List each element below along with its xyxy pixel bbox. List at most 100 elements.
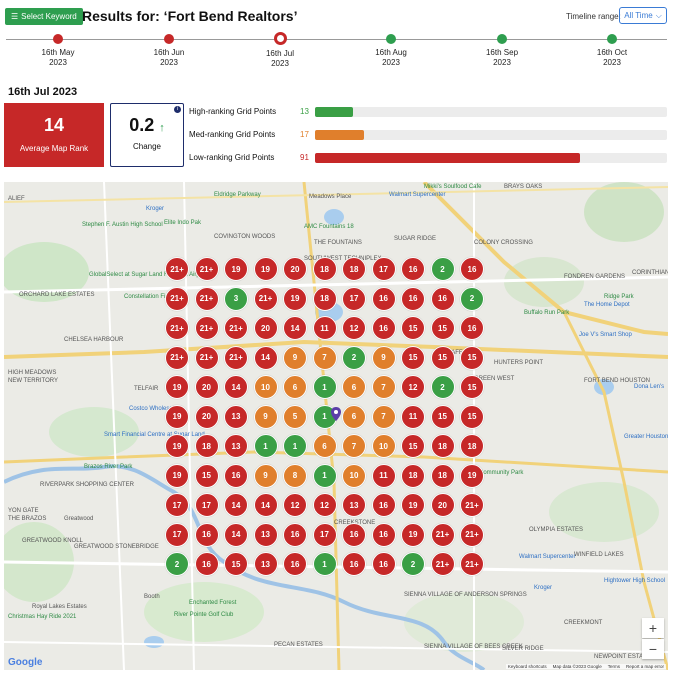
grid-point-rank[interactable]: 19 (165, 375, 189, 399)
grid-point-rank[interactable]: 18 (430, 463, 455, 488)
timeline-dot[interactable] (273, 32, 287, 45)
grid-point-rank[interactable]: 9 (253, 404, 278, 429)
grid-point-rank[interactable]: 19 (460, 463, 484, 488)
grid-point-rank[interactable]: 21+ (224, 316, 248, 340)
grid-point-rank[interactable]: 16 (342, 552, 366, 576)
grid-point-rank[interactable]: 12 (312, 493, 337, 517)
grid-point-rank[interactable]: 14 (253, 345, 278, 370)
grid-point-rank[interactable]: 21+ (224, 345, 248, 370)
grid-point-rank[interactable]: 2 (165, 552, 189, 576)
grid-point-rank[interactable]: 19 (283, 286, 307, 311)
grid-point-rank[interactable]: 19 (165, 463, 189, 488)
grid-point-rank[interactable]: 13 (253, 522, 278, 547)
grid-point-rank[interactable]: 19 (401, 522, 425, 547)
grid-point-rank[interactable]: 18 (342, 257, 366, 281)
grid-point-rank[interactable]: 7 (371, 404, 396, 429)
grid-point-rank[interactable]: 17 (312, 522, 337, 547)
timeline-point[interactable]: 16th Jun 2023 (134, 34, 204, 68)
zoom-in-button[interactable]: + (642, 618, 664, 638)
grid-point-rank[interactable]: 21+ (165, 257, 189, 281)
timeline-dot[interactable] (164, 34, 174, 44)
info-icon[interactable]: i (174, 106, 181, 113)
grid-point-rank[interactable]: 17 (371, 257, 396, 281)
grid-point-rank[interactable]: 11 (401, 404, 425, 429)
timeline-dot[interactable] (607, 34, 617, 44)
grid-point-rank[interactable]: 14 (283, 316, 307, 340)
grid-point-rank[interactable]: 12 (401, 375, 425, 399)
rank-map[interactable]: ALIEF BRAYS OAKS Mikki's Soulfood Cafe Krog… (4, 182, 668, 670)
grid-point-rank[interactable]: 21+ (460, 493, 484, 517)
grid-point-rank[interactable]: 2 (342, 345, 366, 370)
zoom-out-button[interactable]: − (642, 639, 664, 659)
grid-point-rank[interactable]: 15 (401, 316, 425, 340)
terms-link[interactable]: Terms (607, 664, 620, 669)
grid-point-rank[interactable]: 16 (283, 522, 307, 547)
timeline-dot[interactable] (53, 34, 63, 44)
grid-point-rank[interactable]: 18 (312, 257, 337, 281)
grid-point-rank[interactable]: 16 (224, 463, 248, 488)
grid-point-rank[interactable]: 21+ (253, 286, 278, 311)
grid-point-rank[interactable]: 17 (194, 493, 219, 517)
grid-point-rank[interactable]: 15 (460, 345, 484, 370)
grid-point-rank[interactable]: 14 (224, 375, 248, 399)
grid-point-rank[interactable]: 7 (312, 345, 337, 370)
grid-point-rank[interactable]: 16 (371, 286, 396, 311)
grid-point-rank[interactable]: 7 (342, 434, 366, 458)
grid-point-rank[interactable]: 10 (371, 434, 396, 458)
grid-point-rank[interactable]: 21+ (165, 316, 189, 340)
keyboard-shortcuts-link[interactable]: Keyboard shortcuts (507, 664, 547, 669)
grid-point-rank[interactable]: 1 (283, 434, 307, 458)
grid-point-rank[interactable]: 12 (283, 493, 307, 517)
grid-point-rank[interactable]: 2 (460, 286, 484, 311)
grid-point-rank[interactable]: 20 (430, 493, 455, 517)
grid-point-rank[interactable]: 21+ (194, 286, 219, 311)
grid-point-rank[interactable]: 20 (194, 404, 219, 429)
grid-point-rank[interactable]: 15 (430, 345, 455, 370)
grid-point-rank[interactable]: 15 (224, 552, 248, 576)
grid-point-rank[interactable]: 16 (194, 552, 219, 576)
grid-point-rank[interactable]: 16 (460, 257, 484, 281)
grid-point-rank[interactable]: 3 (224, 286, 248, 311)
grid-point-rank[interactable]: 16 (371, 493, 396, 517)
grid-point-rank[interactable]: 14 (224, 493, 248, 517)
grid-point-rank[interactable]: 16 (401, 286, 425, 311)
grid-point-rank[interactable]: 15 (460, 375, 484, 399)
grid-point-rank[interactable]: 18 (401, 463, 425, 488)
grid-point-rank[interactable]: 21+ (194, 345, 219, 370)
timeline-dot[interactable] (386, 34, 396, 44)
grid-point-rank[interactable]: 2 (430, 257, 455, 281)
grid-point-rank[interactable]: 1 (312, 463, 337, 488)
grid-point-rank[interactable]: 21+ (194, 316, 219, 340)
grid-point-rank[interactable]: 1 (312, 375, 337, 399)
grid-point-rank[interactable]: 14 (253, 493, 278, 517)
grid-point-rank[interactable]: 14 (224, 522, 248, 547)
grid-point-rank[interactable]: 12 (342, 316, 366, 340)
timeline-point[interactable]: 16th Aug 2023 (356, 34, 426, 68)
grid-point-rank[interactable]: 11 (371, 463, 396, 488)
grid-point-rank[interactable]: 10 (342, 463, 366, 488)
grid-point-rank[interactable]: 18 (430, 434, 455, 458)
grid-point-rank[interactable]: 16 (371, 522, 396, 547)
grid-point-rank[interactable]: 13 (224, 404, 248, 429)
grid-point-rank[interactable]: 15 (430, 404, 455, 429)
grid-point-rank[interactable]: 19 (224, 257, 248, 281)
timeline-point[interactable]: 16th Sep 2023 (467, 34, 537, 68)
grid-point-rank[interactable]: 20 (283, 257, 307, 281)
grid-point-rank[interactable]: 13 (253, 552, 278, 576)
grid-point-rank[interactable]: 15 (194, 463, 219, 488)
grid-point-rank[interactable]: 17 (342, 286, 366, 311)
report-error-link[interactable]: Report a map error (625, 664, 664, 669)
grid-point-rank[interactable]: 16 (194, 522, 219, 547)
grid-point-rank[interactable]: 21+ (460, 522, 484, 547)
grid-point-rank[interactable]: 13 (224, 434, 248, 458)
timeline-point[interactable]: 16th Oct 2023 (577, 34, 647, 68)
grid-point-rank[interactable]: 16 (371, 316, 396, 340)
grid-point-rank[interactable]: 13 (342, 493, 366, 517)
grid-point-rank[interactable]: 8 (283, 463, 307, 488)
grid-point-rank[interactable]: 16 (460, 316, 484, 340)
grid-point-rank[interactable]: 18 (194, 434, 219, 458)
grid-point-rank[interactable]: 17 (165, 522, 189, 547)
timeline-dot[interactable] (497, 34, 507, 44)
timeline-point[interactable]: 16th May 2023 (23, 34, 93, 68)
grid-point-rank[interactable]: 18 (312, 286, 337, 311)
